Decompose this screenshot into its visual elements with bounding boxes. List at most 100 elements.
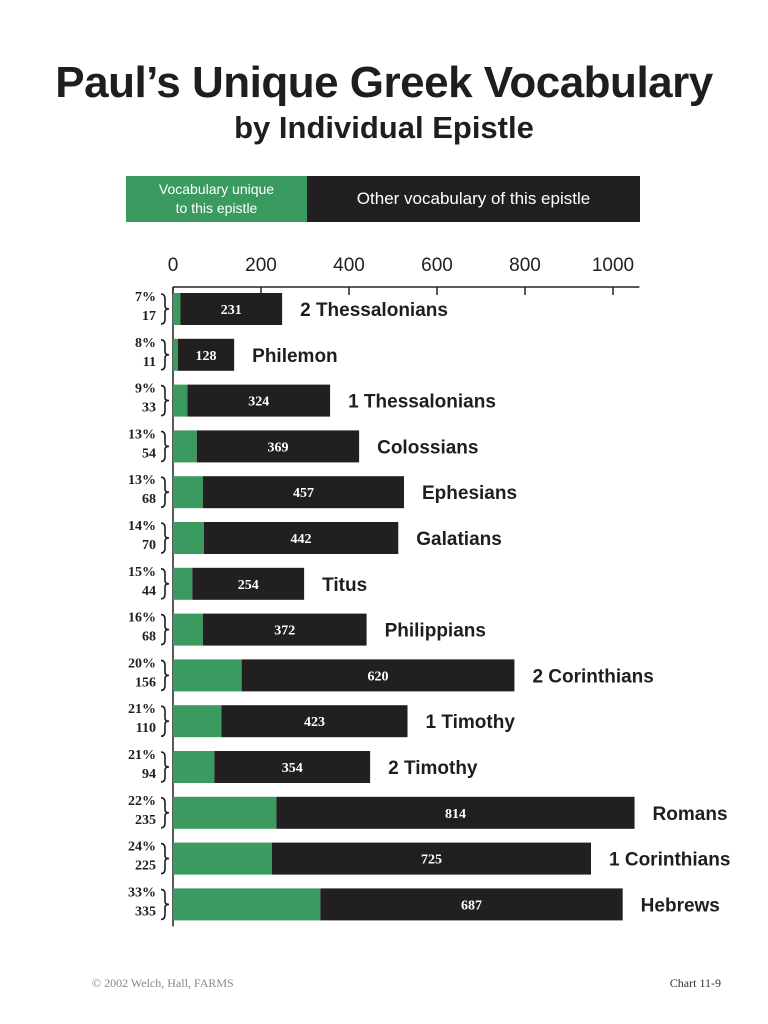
label-brace [160, 888, 170, 921]
unique-count-label: 225 [135, 859, 156, 874]
bar-unique [173, 796, 277, 829]
percent-label: 21% [128, 702, 156, 717]
x-tick-label: 600 [421, 255, 453, 276]
bar-other [221, 705, 408, 738]
label-brace [160, 659, 170, 692]
percent-label: 21% [128, 748, 156, 763]
category-label: 1 Thessalonians [348, 392, 496, 413]
x-tick-label: 400 [333, 255, 365, 276]
bar-other [177, 338, 235, 371]
unique-count-label: 156 [135, 675, 156, 690]
bar-other-value: 354 [282, 761, 303, 776]
bar-unique [173, 384, 188, 417]
chart-title: Paul’s Unique Greek Vocabulary [55, 58, 713, 107]
x-tick-label: 0 [168, 255, 179, 276]
bar-other-value: 324 [248, 395, 269, 410]
category-label: Philippians [385, 621, 486, 642]
percent-label: 13% [128, 473, 156, 488]
category-label: Philemon [252, 346, 338, 367]
bar-other [180, 293, 283, 325]
bar-other [272, 842, 591, 875]
bar-other-value: 620 [368, 669, 389, 684]
label-brace [160, 293, 170, 325]
category-label: Colossians [377, 437, 478, 458]
unique-count-label: 110 [136, 721, 156, 736]
label-brace [160, 842, 170, 875]
legend-unique-label-line1: Vocabulary unique [158, 181, 275, 197]
unique-count-label: 54 [142, 446, 156, 461]
category-label: Ephesians [422, 483, 517, 504]
bar-unique [173, 522, 204, 554]
label-brace [160, 797, 170, 829]
bar-unique [173, 567, 193, 600]
copyright-text: © 2002 Welch, Hall, FARMS [92, 976, 234, 990]
label-brace [160, 751, 170, 783]
label-brace [160, 430, 170, 463]
bar-other [214, 751, 371, 783]
bar-other-value: 128 [196, 349, 217, 364]
legend-unique-label-line2: to this epistle [175, 200, 258, 216]
unique-count-label: 17 [142, 309, 156, 324]
percent-label: 22% [128, 794, 156, 809]
percent-label: 33% [128, 885, 156, 900]
bar-unique [173, 476, 203, 509]
bar-unique [173, 888, 321, 921]
legend-other: Other vocabulary of this epistle [307, 176, 640, 222]
bar-other [203, 522, 399, 554]
x-tick-label: 800 [509, 255, 541, 276]
bar-unique [173, 705, 222, 738]
category-label: 1 Corinthians [609, 850, 730, 871]
bar-other-value: 687 [461, 898, 482, 913]
label-brace [160, 522, 170, 554]
bar-other [320, 888, 623, 921]
bar-other [202, 613, 367, 646]
bar-unique [173, 430, 197, 463]
unique-count-label: 33 [142, 401, 156, 416]
legend-unique: Vocabulary unique to this epistle [126, 176, 307, 222]
bar-other [192, 567, 305, 600]
label-brace [160, 384, 170, 417]
unique-count-label: 235 [135, 813, 156, 828]
label-brace [160, 705, 170, 737]
bar-other-value: 231 [221, 303, 242, 318]
unique-count-label: 68 [142, 630, 156, 645]
x-tick-label: 1000 [592, 255, 634, 276]
category-label: Hebrews [641, 895, 720, 916]
legend-other-label: Other vocabulary of this epistle [356, 189, 591, 208]
bar-unique [173, 659, 242, 692]
bar-other-value: 423 [304, 715, 325, 730]
category-label: 1 Timothy [426, 712, 516, 733]
unique-count-label: 335 [135, 904, 156, 919]
category-label: 2 Thessalonians [300, 300, 448, 321]
bar-other [202, 476, 404, 509]
percent-label: 14% [128, 519, 156, 534]
bar-other [276, 796, 635, 829]
legend: Vocabulary unique to this epistle Other … [126, 176, 640, 222]
label-brace [160, 339, 170, 371]
bar-other-value: 442 [291, 532, 312, 547]
unique-count-label: 94 [142, 767, 156, 782]
chart-subtitle: by Individual Epistle [234, 110, 534, 145]
bar-unique [173, 751, 215, 783]
percent-label: 8% [135, 336, 156, 351]
bar-unique [173, 293, 181, 325]
percent-label: 24% [128, 840, 156, 855]
bar-other-value: 814 [445, 807, 466, 822]
bar-other [241, 659, 515, 692]
bar-unique [173, 613, 203, 646]
bar-other-value: 457 [293, 486, 314, 501]
unique-count-label: 11 [143, 355, 156, 370]
category-label: Titus [322, 575, 367, 596]
bar-other [196, 430, 360, 463]
bar-unique [173, 338, 178, 371]
bar-other [187, 384, 331, 417]
unique-count-label: 70 [142, 538, 156, 553]
bar-other-value: 725 [421, 853, 442, 868]
percent-label: 20% [128, 656, 156, 671]
label-brace [160, 613, 170, 646]
label-brace [160, 568, 170, 600]
percent-label: 15% [128, 565, 156, 580]
percent-label: 13% [128, 427, 156, 442]
percent-label: 7% [135, 290, 156, 305]
